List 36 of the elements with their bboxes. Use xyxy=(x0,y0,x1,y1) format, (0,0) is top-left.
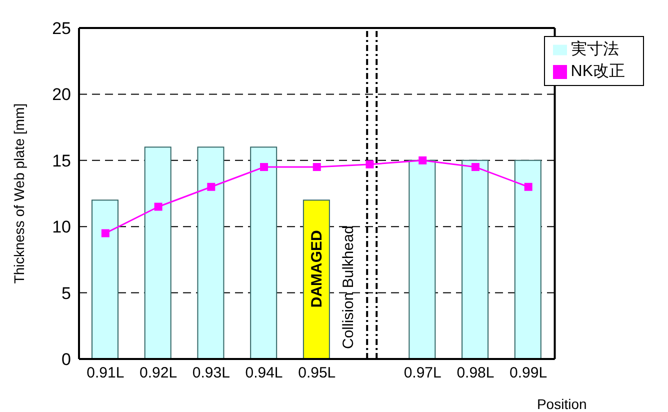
bar xyxy=(197,146,224,359)
x-tick-label: 0.98L xyxy=(456,364,494,382)
bar xyxy=(250,146,278,359)
y-tick-label: 5 xyxy=(62,284,71,303)
y-tick-label: 10 xyxy=(52,218,71,237)
bar xyxy=(92,200,118,359)
bar xyxy=(408,160,436,359)
point xyxy=(154,202,162,211)
point xyxy=(366,160,374,168)
point xyxy=(524,182,532,191)
point xyxy=(207,182,216,191)
x-tick-label: 0.99L xyxy=(510,364,548,382)
y-axis-title: Thickness of Web plate [mm] xyxy=(10,103,27,284)
bar xyxy=(514,160,542,359)
point xyxy=(312,163,321,172)
y-tick-label: 25 xyxy=(52,19,71,38)
annotation: DAMAGED xyxy=(308,230,326,308)
y-tick-label: 15 xyxy=(52,151,71,170)
x-tick-label: 0.95L xyxy=(298,364,336,382)
point xyxy=(260,163,268,172)
x-tick-label: 0.92L xyxy=(140,364,178,382)
x-tick-label: 0.97L xyxy=(404,364,442,382)
x-axis-title: Position xyxy=(536,396,587,412)
bar xyxy=(462,160,489,359)
legend-label: 実寸法 xyxy=(570,41,619,58)
ref-line-label: Collision Bulkhead xyxy=(340,226,358,349)
legend-label: NK改正 xyxy=(570,63,625,80)
point xyxy=(418,156,427,164)
point xyxy=(471,163,480,172)
y-tick-label: 20 xyxy=(52,85,71,104)
x-tick-label: 0.93L xyxy=(192,364,230,382)
x-tick-label: 0.91L xyxy=(86,364,124,382)
point xyxy=(101,229,110,238)
y-tick-label: 0 xyxy=(62,350,71,370)
bar xyxy=(144,146,172,359)
x-tick-label: 0.94L xyxy=(245,364,283,382)
